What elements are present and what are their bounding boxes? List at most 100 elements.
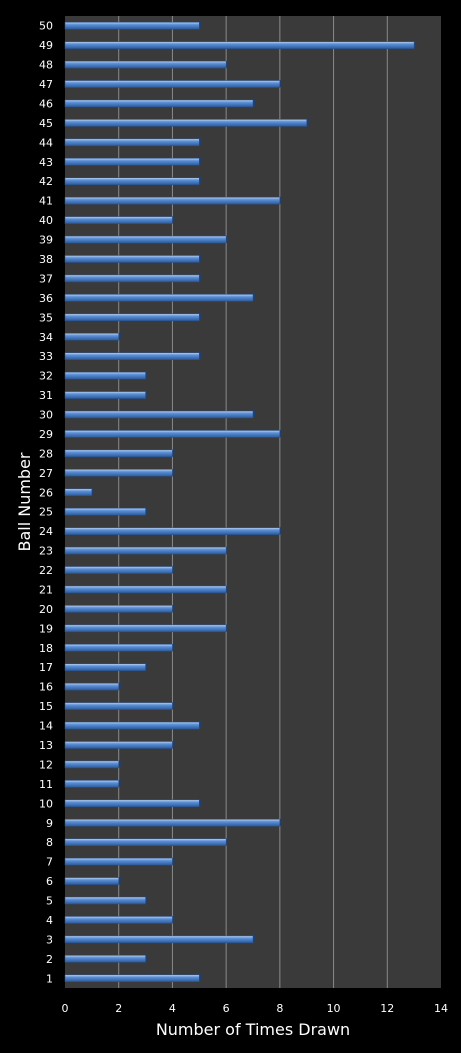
y-tick-label: 10 <box>39 797 53 810</box>
bar-ball-31 <box>64 391 146 399</box>
y-tick-label: 6 <box>46 875 53 888</box>
bar-ball-43 <box>64 158 200 166</box>
bar-ball-25 <box>64 507 146 516</box>
x-tick-label: 6 <box>223 1002 230 1015</box>
bar-ball-16 <box>64 682 119 691</box>
bar-ball-26 <box>64 488 93 497</box>
y-tick-label: 12 <box>39 758 53 771</box>
bar-ball-35 <box>64 313 200 322</box>
y-tick-label: 44 <box>39 136 53 149</box>
bar-ball-2 <box>64 955 146 963</box>
bar-ball-10 <box>64 799 200 808</box>
bar-ball-29 <box>64 430 281 438</box>
y-tick-label: 8 <box>46 836 53 849</box>
y-tick-label: 26 <box>39 486 53 499</box>
bar-ball-22 <box>64 566 173 574</box>
y-tick-label: 34 <box>39 331 53 344</box>
bar-ball-19 <box>64 624 227 633</box>
y-tick-label: 15 <box>39 700 53 713</box>
y-tick-label: 18 <box>39 642 53 655</box>
bar-ball-12 <box>64 760 119 769</box>
bar-ball-5 <box>64 896 146 905</box>
y-tick-label: 28 <box>39 447 53 460</box>
bar-ball-38 <box>64 255 200 263</box>
y-tick-label: 31 <box>39 389 53 402</box>
y-tick-label: 25 <box>39 506 53 519</box>
y-tick-label: 33 <box>39 350 53 363</box>
bar-ball-41 <box>64 196 281 205</box>
bar-ball-3 <box>64 935 254 944</box>
bar-ball-47 <box>64 80 281 88</box>
y-tick-label: 35 <box>39 311 53 324</box>
bar-ball-33 <box>64 352 200 360</box>
bar-ball-21 <box>64 585 227 594</box>
y-tick-label: 20 <box>39 603 53 616</box>
bar-ball-44 <box>64 138 200 147</box>
y-tick-label: 7 <box>46 856 53 869</box>
bar-ball-42 <box>64 177 200 185</box>
y-tick-label: 48 <box>39 59 53 72</box>
y-tick-label: 27 <box>39 467 53 480</box>
y-tick-label: 14 <box>39 720 53 733</box>
y-tick-label: 47 <box>39 78 53 91</box>
y-tick-label: 17 <box>39 661 53 674</box>
bar-ball-46 <box>64 99 254 108</box>
y-tick-label: 49 <box>39 39 53 52</box>
y-tick-label: 43 <box>39 156 53 169</box>
y-tick-label: 16 <box>39 681 53 694</box>
x-tick-label: 4 <box>169 1002 176 1015</box>
y-tick-label: 4 <box>46 914 53 927</box>
y-tick-label: 19 <box>39 622 53 635</box>
y-tick-label: 32 <box>39 370 53 383</box>
bar-ball-14 <box>64 721 200 730</box>
y-tick-label: 11 <box>39 778 53 791</box>
bar-ball-34 <box>64 333 119 341</box>
bar-ball-45 <box>64 119 307 127</box>
y-tick-label: 30 <box>39 409 53 422</box>
bar-ball-28 <box>64 449 173 458</box>
bar-ball-11 <box>64 780 119 788</box>
bar-ball-48 <box>64 60 227 69</box>
bar-ball-17 <box>64 663 146 671</box>
bar-ball-49 <box>64 41 415 49</box>
bar-ball-20 <box>64 605 173 613</box>
y-tick-label: 50 <box>39 20 53 33</box>
bar-ball-8 <box>64 838 227 846</box>
bar-ball-9 <box>64 819 281 827</box>
bar-ball-30 <box>64 410 254 419</box>
y-tick-label: 21 <box>39 583 53 596</box>
bar-ball-39 <box>64 235 227 244</box>
y-tick-label: 1 <box>46 972 53 985</box>
x-tick-label: 10 <box>327 1002 341 1015</box>
y-tick-label: 3 <box>46 933 53 946</box>
y-tick-label: 9 <box>46 817 53 830</box>
bar-ball-13 <box>64 741 173 749</box>
y-tick-label: 23 <box>39 545 53 558</box>
y-tick-label: 39 <box>39 234 53 247</box>
bar-ball-37 <box>64 274 200 283</box>
bar-ball-24 <box>64 527 281 535</box>
y-tick-label: 38 <box>39 253 53 266</box>
y-tick-label: 42 <box>39 175 53 188</box>
bar-ball-23 <box>64 546 227 555</box>
bar-ball-7 <box>64 857 173 866</box>
bar-ball-1 <box>64 974 200 983</box>
bar-ball-27 <box>64 469 173 477</box>
y-tick-labels: 1234567891011121314151617181920212223242… <box>39 20 53 986</box>
y-tick-label: 29 <box>39 428 53 441</box>
y-tick-label: 2 <box>46 953 53 966</box>
bar-ball-32 <box>64 371 146 380</box>
bar-ball-18 <box>64 644 173 652</box>
y-axis-title: Ball Number <box>15 452 34 551</box>
y-tick-label: 41 <box>39 195 53 208</box>
y-tick-label: 5 <box>46 895 53 908</box>
x-tick-label: 14 <box>434 1002 448 1015</box>
x-axis-title: Number of Times Drawn <box>156 1020 350 1039</box>
y-tick-label: 46 <box>39 97 53 110</box>
y-tick-label: 22 <box>39 564 53 577</box>
y-tick-label: 40 <box>39 214 53 227</box>
bar-ball-4 <box>64 916 173 924</box>
y-tick-label: 24 <box>39 525 53 538</box>
